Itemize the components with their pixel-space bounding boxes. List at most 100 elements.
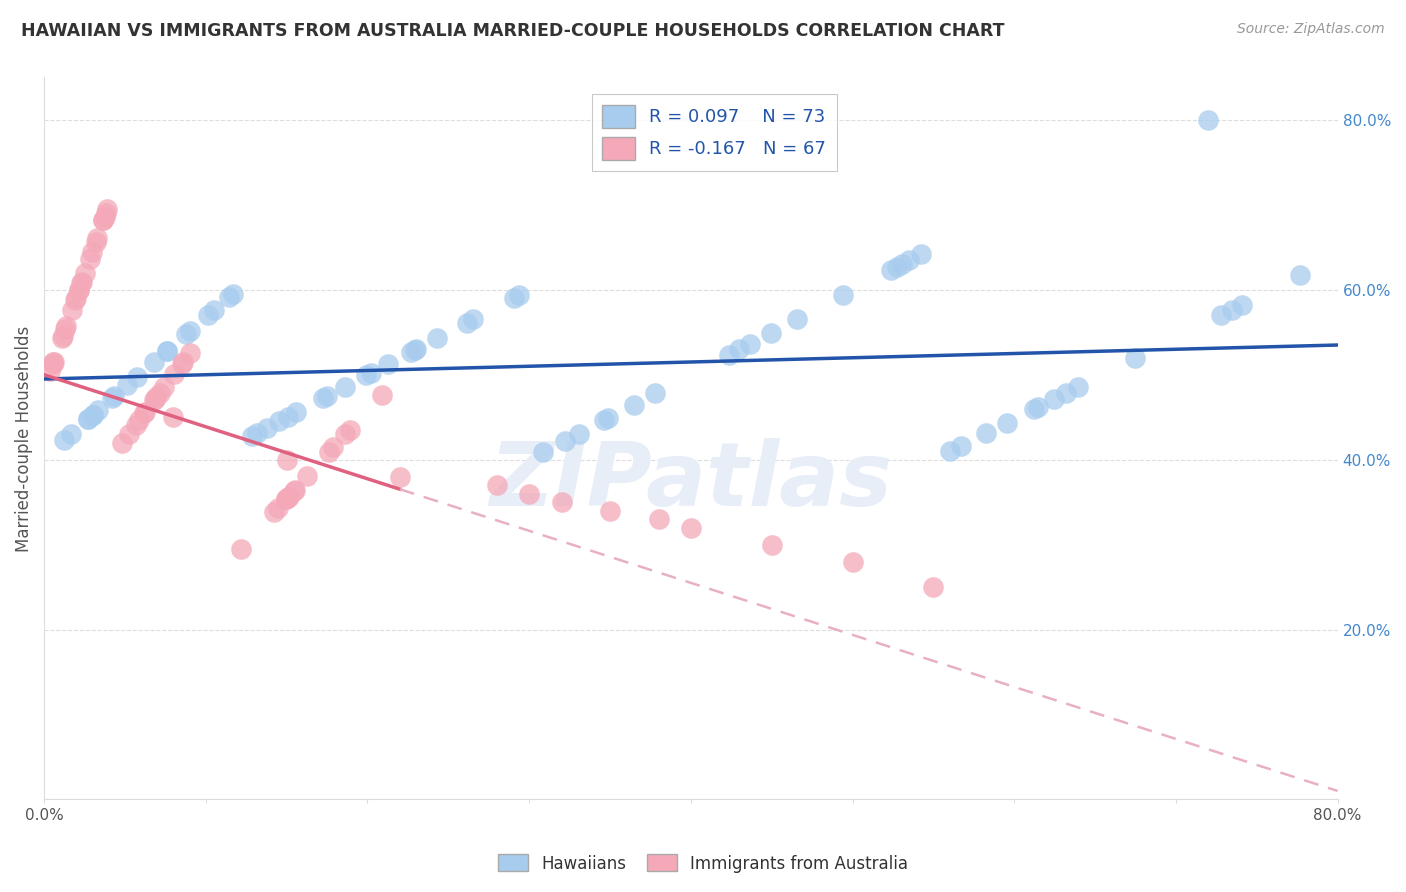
Point <box>922 580 945 594</box>
Point <box>388 469 411 483</box>
Point <box>405 342 427 356</box>
Point <box>263 505 285 519</box>
Legend: R = 0.097    N = 73, R = -0.167   N = 67: R = 0.097 N = 73, R = -0.167 N = 67 <box>592 94 837 170</box>
Point <box>939 444 962 458</box>
Point <box>115 378 138 392</box>
Point <box>134 405 156 419</box>
Point <box>360 366 382 380</box>
Point <box>202 303 225 318</box>
Point <box>246 425 269 440</box>
Point <box>128 412 150 426</box>
Point <box>267 414 290 428</box>
Point <box>1289 268 1312 283</box>
Point <box>197 309 219 323</box>
Point <box>950 439 973 453</box>
Point <box>377 357 399 371</box>
Point <box>531 445 554 459</box>
Point <box>404 343 426 357</box>
Point <box>550 495 572 509</box>
Point <box>42 357 65 371</box>
Point <box>142 355 165 369</box>
Point <box>886 260 908 274</box>
Point <box>70 277 93 291</box>
Point <box>170 357 193 371</box>
Legend: Hawaiians, Immigrants from Australia: Hawaiians, Immigrants from Australia <box>492 847 914 880</box>
Point <box>163 368 186 382</box>
Point <box>517 486 540 500</box>
Point <box>59 426 82 441</box>
Point <box>1043 392 1066 406</box>
Point <box>124 417 146 432</box>
Point <box>42 355 65 369</box>
Point <box>463 312 485 326</box>
Point <box>285 405 308 419</box>
Point <box>1054 386 1077 401</box>
Point <box>143 393 166 408</box>
Point <box>79 252 101 267</box>
Point <box>145 390 167 404</box>
Point <box>554 434 576 448</box>
Point <box>276 452 298 467</box>
Point <box>508 288 530 302</box>
Point <box>77 412 100 426</box>
Point <box>277 490 299 504</box>
Point <box>134 406 156 420</box>
Point <box>84 235 107 250</box>
Point <box>485 478 508 492</box>
Point <box>229 541 252 556</box>
Point <box>1067 380 1090 394</box>
Point <box>644 386 666 401</box>
Point <box>39 363 62 377</box>
Point <box>172 355 194 369</box>
Point <box>599 503 621 517</box>
Point <box>277 409 299 424</box>
Point <box>399 345 422 359</box>
Point <box>93 213 115 227</box>
Point <box>728 343 751 357</box>
Point <box>240 428 263 442</box>
Point <box>880 262 903 277</box>
Point <box>598 411 620 425</box>
Point <box>1230 298 1253 312</box>
Point <box>276 491 298 506</box>
Point <box>1220 302 1243 317</box>
Point <box>312 391 335 405</box>
Point <box>179 324 201 338</box>
Point <box>623 398 645 412</box>
Point <box>740 336 762 351</box>
Point <box>67 283 90 297</box>
Point <box>897 253 920 268</box>
Point <box>52 328 75 343</box>
Point <box>153 380 176 394</box>
Point <box>111 435 134 450</box>
Point <box>284 483 307 497</box>
Point <box>318 445 340 459</box>
Point <box>354 368 377 383</box>
Point <box>910 247 932 261</box>
Point <box>647 512 669 526</box>
Text: ZIPatlas: ZIPatlas <box>489 438 893 525</box>
Point <box>96 202 118 216</box>
Point <box>370 387 392 401</box>
Point <box>73 266 96 280</box>
Point <box>256 421 278 435</box>
Point <box>77 412 100 426</box>
Point <box>1024 401 1046 416</box>
Point <box>297 469 319 483</box>
Point <box>718 347 741 361</box>
Point <box>322 441 344 455</box>
Point <box>567 426 589 441</box>
Point <box>759 326 782 340</box>
Point <box>82 408 104 422</box>
Point <box>103 389 125 403</box>
Point <box>761 538 783 552</box>
Point <box>156 344 179 359</box>
Point <box>63 293 86 308</box>
Point <box>831 288 853 302</box>
Point <box>162 410 184 425</box>
Point <box>174 327 197 342</box>
Point <box>53 322 76 336</box>
Point <box>143 392 166 406</box>
Point <box>218 290 240 304</box>
Point <box>974 426 997 441</box>
